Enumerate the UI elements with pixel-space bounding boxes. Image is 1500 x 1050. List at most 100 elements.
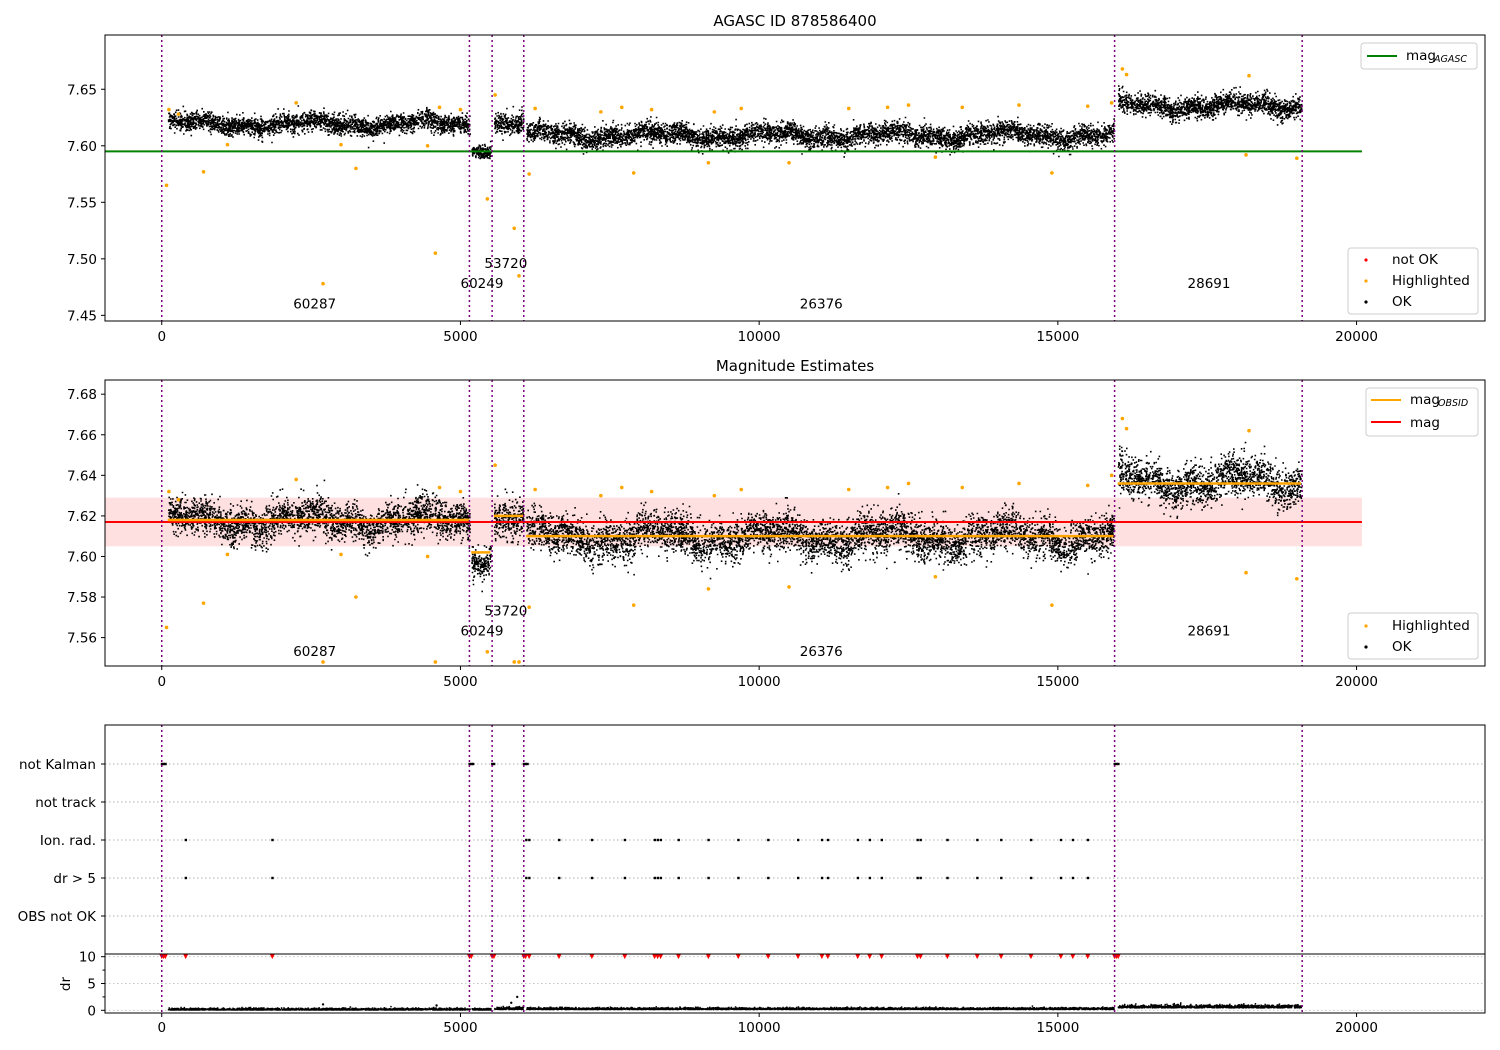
highlighted-point	[712, 493, 717, 498]
dr-clipped-marker	[526, 954, 532, 960]
flag-marker	[868, 876, 872, 880]
x-tick-label: 5000	[443, 329, 477, 345]
flag-marker	[796, 876, 800, 880]
highlighted-point	[906, 103, 911, 107]
dr-outlier	[510, 1001, 513, 1005]
flag-marker	[880, 876, 884, 880]
flag-marker	[162, 762, 165, 766]
highlighted-point	[885, 485, 890, 490]
highlighted-point	[167, 107, 171, 112]
flag-marker	[767, 876, 770, 880]
highlighted-point	[1124, 72, 1129, 77]
legend-2-highlighted-label: Highlighted	[1392, 618, 1470, 634]
panel-1-frame	[104, 34, 1486, 322]
panel-2-data-points	[164, 416, 1303, 664]
x-tick-label: 10000	[738, 329, 781, 345]
flag-marker	[623, 838, 627, 842]
highlighted-point	[225, 552, 230, 557]
flag-marker	[526, 762, 529, 766]
y-tick-label: 7.66	[67, 428, 97, 444]
highlighted-point	[1050, 171, 1054, 175]
x-tick-label: 0	[157, 674, 166, 690]
flag-marker	[491, 762, 494, 766]
y-tick-label: 7.62	[67, 509, 97, 525]
highlighted-point	[906, 481, 911, 486]
dr-clipped-marker	[622, 954, 628, 960]
dr-outlier	[435, 1004, 438, 1007]
flag-marker	[1115, 762, 1118, 766]
highlighted-point	[425, 554, 430, 559]
flag-marker	[528, 838, 531, 842]
highlighted-point	[321, 281, 325, 286]
dr-clipped-marker	[589, 954, 595, 960]
flag-marker	[868, 838, 872, 842]
x-tick-label: 15000	[1036, 674, 1079, 690]
flag-marker	[737, 876, 740, 880]
highlighted-point	[712, 110, 717, 114]
x-tick-label: 15000	[1036, 329, 1079, 345]
flag-marker	[653, 876, 657, 880]
obsid-label: 26376	[800, 297, 843, 313]
flag-marker	[472, 762, 475, 766]
dr-clipped-marker	[705, 954, 711, 960]
highlighted-point	[437, 485, 442, 490]
flag-row-label: not track	[35, 795, 96, 811]
legend-mag-obsid-label: mag	[1410, 392, 1440, 408]
x-tick-label: 20000	[1335, 329, 1378, 345]
flag-marker	[656, 876, 659, 880]
flag-marker	[468, 762, 471, 766]
flag-marker	[1059, 876, 1063, 880]
highlighted-point	[339, 552, 343, 557]
highlighted-point	[631, 603, 636, 607]
highlighted-point	[846, 487, 851, 492]
panel-2-line-legend: mag OBSID mag	[1365, 387, 1479, 437]
flag-marker	[737, 838, 740, 842]
flag-marker	[820, 876, 824, 880]
highlighted-point	[1295, 156, 1299, 161]
x-tick-label: 20000	[1335, 674, 1378, 690]
highlighted-point	[1050, 603, 1054, 607]
flag-marker	[1113, 762, 1117, 766]
highlighted-point	[1085, 104, 1090, 109]
flag-marker	[492, 762, 496, 766]
dr-tick-label: 10	[79, 950, 96, 966]
highlighted-point	[1120, 67, 1125, 71]
highlighted-point	[176, 112, 181, 116]
flag-marker	[856, 838, 860, 842]
flag-marker	[470, 762, 473, 766]
flag-marker	[856, 876, 860, 880]
dr-ok-points	[167, 1002, 1303, 1011]
flag-marker	[820, 838, 824, 842]
highlighted-point	[706, 587, 711, 591]
flag-marker	[919, 876, 922, 880]
flag-marker	[656, 838, 659, 842]
flag-marker	[184, 838, 188, 842]
legend-ok-marker	[1364, 300, 1368, 304]
flag-marker	[826, 838, 830, 842]
dr-clipped-marker	[676, 954, 682, 960]
highlighted-point	[1109, 473, 1114, 478]
legend-ok-label: OK	[1392, 294, 1413, 310]
legend-not-ok-label: not OK	[1392, 252, 1439, 268]
highlighted-point	[485, 650, 490, 654]
highlighted-point	[1244, 153, 1248, 157]
dr-tick-label: 0	[87, 1003, 96, 1019]
flag-marker	[767, 838, 770, 842]
highlighted-point	[493, 463, 497, 467]
legend-not-ok-marker	[1364, 258, 1368, 262]
obsid-label: 60249	[460, 276, 503, 292]
highlighted-point	[787, 160, 791, 165]
highlighted-point	[1017, 481, 1021, 486]
highlighted-point	[1124, 426, 1129, 431]
highlighted-point	[527, 172, 531, 176]
highlighted-point	[225, 142, 230, 147]
legend-mag-agasc-sub: AGASC	[1433, 54, 1467, 65]
flag-marker	[1117, 762, 1120, 766]
flag-marker	[528, 876, 531, 880]
panel-3-frame	[104, 724, 1486, 1014]
flag-marker	[659, 838, 662, 842]
highlighted-point	[354, 166, 358, 171]
flag-marker	[707, 876, 710, 880]
highlighted-point	[527, 605, 531, 609]
